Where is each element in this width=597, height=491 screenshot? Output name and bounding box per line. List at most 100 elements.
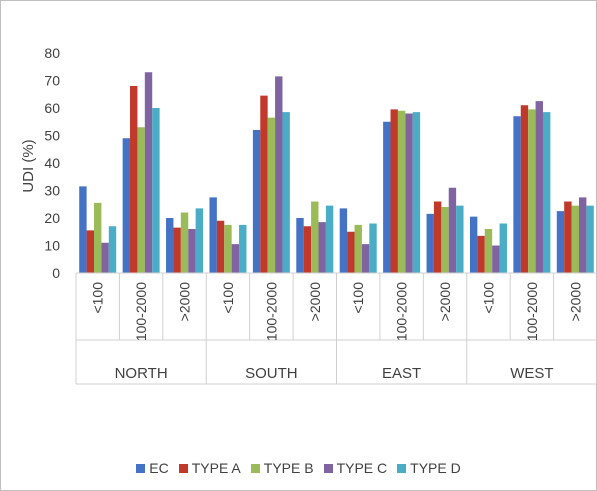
bar-type-d <box>239 224 247 274</box>
bar-type-b <box>397 110 406 273</box>
bar-type-a <box>173 227 181 274</box>
bar-type-c <box>535 101 543 274</box>
y-tick-label: 50 <box>44 128 60 144</box>
bar-type-d <box>412 112 421 274</box>
x-tick-label: >2000 <box>437 282 453 322</box>
bar-ec <box>166 218 174 273</box>
bar-type-a <box>347 231 355 273</box>
bar-ec <box>339 208 348 274</box>
legend-label: EC <box>149 460 169 476</box>
y-tick-label: 20 <box>44 210 60 226</box>
bar-type-d <box>282 112 290 274</box>
bar-type-c <box>405 113 413 273</box>
bar-type-d <box>108 226 117 273</box>
bar-ec <box>296 218 304 273</box>
legend-label: TYPE A <box>191 460 241 476</box>
x-tick-label: >2000 <box>307 282 323 322</box>
bar-type-a <box>260 95 268 274</box>
y-tick-label: 80 <box>44 45 60 61</box>
y-tick-label: 0 <box>52 265 60 281</box>
bar-ec <box>426 213 434 274</box>
bar-type-c <box>361 244 370 274</box>
bar-ec <box>122 138 131 273</box>
x-tick-label: <100 <box>90 282 106 314</box>
bar-type-a <box>303 226 312 273</box>
bar-type-d <box>542 112 551 274</box>
legend-item: EC <box>136 460 169 476</box>
x-tick-label: 100-2000 <box>133 282 149 341</box>
legend-swatch <box>323 463 333 473</box>
bar-type-a <box>477 235 485 274</box>
group-label: WEST <box>510 365 553 382</box>
bar-type-d <box>586 205 594 274</box>
bar-type-a <box>86 230 95 274</box>
y-tick-label: 60 <box>44 100 60 116</box>
group-label: EAST <box>382 365 421 382</box>
bar-type-d <box>499 223 507 273</box>
legend-item: TYPE C <box>323 460 388 476</box>
bar-type-c <box>101 242 109 273</box>
legend-label: TYPE D <box>410 460 461 476</box>
legend-item: TYPE B <box>250 460 314 476</box>
bar-ec <box>209 197 217 274</box>
bar-type-c <box>318 222 326 274</box>
bar-type-b <box>180 212 189 273</box>
bar-ec <box>469 216 478 274</box>
y-tick-label: 30 <box>44 183 60 199</box>
bar-type-a <box>390 109 398 274</box>
bar-type-b <box>528 109 536 274</box>
legend: EC TYPE A TYPE B TYPE C TYPE D <box>0 460 597 476</box>
bar-ec <box>513 116 521 273</box>
bar-type-c <box>275 76 283 274</box>
bar-ec <box>556 211 565 274</box>
bar-type-b <box>441 207 449 273</box>
bar-type-a <box>564 201 572 273</box>
legend-label: TYPE B <box>263 460 314 476</box>
legend-swatch <box>397 463 407 473</box>
bar-type-d <box>369 223 377 273</box>
bar-type-b <box>311 201 319 273</box>
bar-type-d <box>195 208 204 274</box>
bar-type-d <box>152 108 160 273</box>
bar-ec <box>79 186 87 274</box>
legend-item: TYPE D <box>397 460 461 476</box>
y-tick-label: 40 <box>44 155 60 171</box>
y-axis-label: UDI (%) <box>20 139 37 192</box>
bar-type-c <box>578 197 587 274</box>
bar-type-b <box>354 224 362 274</box>
y-tick-label: 10 <box>44 238 60 254</box>
x-tick-label: 100-2000 <box>263 282 279 341</box>
bar-type-b <box>137 127 145 273</box>
bar-type-a <box>130 86 138 273</box>
legend-swatch <box>250 463 260 473</box>
bar-type-b <box>484 229 493 273</box>
x-tick-label: 100-2000 <box>524 282 540 341</box>
group-label: NORTH <box>115 365 168 382</box>
x-tick-label: >2000 <box>567 282 583 322</box>
x-tick-label: <100 <box>220 282 236 314</box>
bar-type-b <box>571 205 579 274</box>
bar-type-d <box>456 205 464 274</box>
bar-type-a <box>216 220 225 273</box>
x-tick-label: <100 <box>480 282 496 314</box>
bar-type-a <box>520 105 529 273</box>
legend-swatch <box>136 463 146 473</box>
group-label: SOUTH <box>245 365 298 382</box>
legend-label: TYPE C <box>336 460 388 476</box>
x-tick-label: 100-2000 <box>394 282 410 341</box>
bar-type-c <box>231 244 240 274</box>
bar-type-c <box>492 245 500 273</box>
bar-type-b <box>94 202 102 274</box>
bar-type-a <box>433 201 442 273</box>
bar-ec <box>383 121 391 273</box>
x-tick-label: >2000 <box>177 282 193 322</box>
bar-ec <box>252 130 261 273</box>
bar-type-c <box>448 187 457 273</box>
legend-swatch <box>178 463 188 473</box>
y-tick-label: 70 <box>44 73 60 89</box>
bar-type-c <box>144 72 153 273</box>
bar-type-b <box>224 224 232 274</box>
x-tick-label: <100 <box>350 282 366 314</box>
bar-type-b <box>267 117 276 274</box>
